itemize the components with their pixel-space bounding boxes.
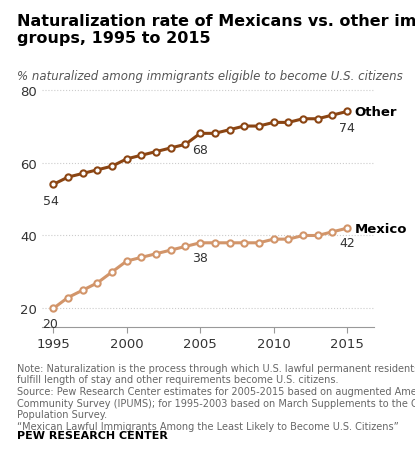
Text: 42: 42 [339,237,355,250]
Text: 54: 54 [42,194,59,207]
Text: Note: Naturalization is the process through which U.S. lawful permanent resident: Note: Naturalization is the process thro… [17,363,415,431]
Text: 74: 74 [339,122,355,134]
Text: 20: 20 [42,317,59,330]
Text: % naturalized among immigrants eligible to become U.S. citizens: % naturalized among immigrants eligible … [17,70,403,83]
Text: 38: 38 [192,251,208,264]
Text: Naturalization rate of Mexicans vs. other immigrant
groups, 1995 to 2015: Naturalization rate of Mexicans vs. othe… [17,14,415,46]
Text: 68: 68 [192,143,208,156]
Text: Other: Other [354,106,397,119]
Text: Mexico: Mexico [354,222,407,235]
Text: PEW RESEARCH CENTER: PEW RESEARCH CENTER [17,430,168,440]
